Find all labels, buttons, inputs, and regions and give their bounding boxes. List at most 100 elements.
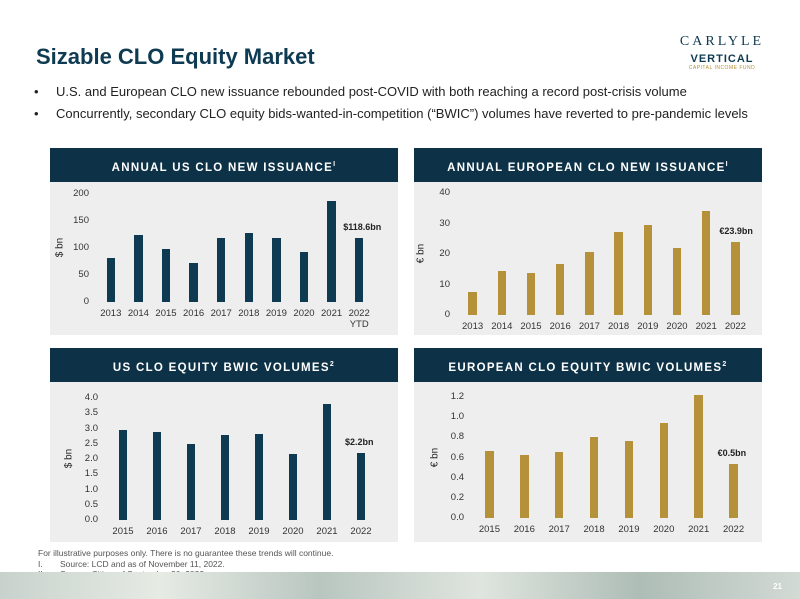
bar (220, 434, 230, 520)
x-tick-label: 2020 (666, 321, 688, 332)
logo: CARLYLE VERTICAL CAPITAL INCOME FUND (672, 34, 772, 71)
y-tick-label: 30 (439, 217, 450, 229)
y-axis-label: $ bn (54, 237, 66, 258)
footnote-ref: 2 (722, 361, 728, 368)
bar (327, 201, 336, 302)
y-tick-label: 1.0 (450, 411, 464, 423)
y-tick-label: 150 (73, 215, 89, 226)
y-tick-label: 10 (439, 278, 450, 290)
x-tick-label: 2016 (146, 526, 168, 537)
x-tick-label: 2017 (180, 526, 202, 537)
x-tick-label: 2021 (321, 308, 343, 319)
x-tick-label: 2019 (637, 321, 659, 332)
y-tick-label: 0.2 (450, 491, 464, 503)
y-tick-label: 1.0 (84, 483, 98, 495)
bar (520, 455, 529, 518)
decorative-strip (0, 572, 800, 599)
value-label: $2.2bn (345, 436, 374, 447)
bar (322, 404, 332, 520)
y-tick-label: 4.0 (84, 392, 98, 403)
bar (288, 454, 298, 520)
x-tick-label: 2022 YTD (348, 308, 370, 330)
bar (299, 251, 309, 302)
bar (254, 433, 264, 520)
x-tick-label: 2022 (350, 526, 372, 537)
y-tick-label: 0.8 (450, 431, 464, 443)
y-tick-label: 100 (73, 242, 89, 253)
footnote-ref: I (333, 161, 337, 168)
logo-name: CARLYLE (679, 34, 765, 49)
x-tick-label: 2015 (520, 321, 542, 332)
chart-title: EUROPEAN CLO EQUITY BWIC VOLUMES (448, 361, 723, 374)
bar (731, 242, 740, 315)
bar (152, 431, 162, 520)
y-tick-label: 0.4 (450, 471, 464, 483)
bar (659, 423, 669, 518)
y-tick-label: 0.0 (450, 512, 464, 523)
x-tick-label: 2020 (653, 524, 675, 535)
x-tick-label: 2018 (214, 526, 236, 537)
y-tick-label: 0 (83, 296, 89, 307)
footnote-ref: I (725, 161, 729, 168)
logo-tagline: CAPITAL INCOME FUND (688, 65, 756, 71)
y-tick-label: 2.5 (84, 437, 98, 449)
x-tick-label: 2017 (210, 308, 232, 319)
x-tick-label: 2019 (248, 526, 270, 537)
bullets: U.S. and European CLO new issuance rebou… (28, 84, 748, 128)
y-axis-label: € bn (415, 243, 427, 264)
bar (614, 232, 623, 315)
bar (272, 238, 281, 302)
y-tick-label: 2.0 (84, 453, 98, 464)
value-label: €0.5bn (717, 447, 747, 458)
x-tick-label: 2021 (695, 321, 717, 332)
y-axis-label: $ bn (63, 448, 75, 469)
x-tick-label: 2017 (548, 524, 570, 535)
footnote-marker: I. (38, 558, 43, 569)
bar (526, 272, 536, 315)
chart-title: ANNUAL EUROPEAN CLO NEW ISSUANCE (447, 161, 726, 174)
y-tick-label: 1.5 (84, 468, 98, 480)
y-tick-label: 3.0 (84, 422, 98, 434)
bar (554, 452, 564, 518)
bar (497, 270, 507, 315)
bullet: U.S. and European CLO new issuance rebou… (28, 84, 748, 100)
value-label: €23.9bn (719, 226, 753, 237)
y-tick-label: 20 (439, 248, 450, 259)
bullet: Concurrently, secondary CLO equity bids-… (28, 106, 748, 122)
bar (134, 235, 143, 302)
bar (643, 225, 653, 315)
x-tick-label: 2022 (722, 524, 745, 535)
bar (672, 247, 682, 315)
x-tick-label: 2014 (127, 308, 149, 319)
footnote-ref: 2 (329, 361, 336, 368)
x-tick-label: 2015 (155, 308, 177, 319)
x-tick-label: 2013 (100, 308, 122, 319)
y-tick-label: 40 (439, 187, 450, 198)
chart-header: ANNUAL EUROPEAN CLO NEW ISSUANCEI (414, 148, 762, 182)
chart-title: ANNUAL US CLO NEW ISSUANCE (111, 161, 334, 174)
x-tick-label: 2018 (583, 524, 605, 535)
x-tick-label: 2022 (724, 321, 746, 332)
bar (701, 211, 711, 315)
bar (216, 238, 226, 302)
bar (624, 441, 634, 518)
y-tick-label: 0 (444, 309, 450, 320)
bar (244, 232, 254, 302)
x-tick-label: 2019 (265, 308, 287, 319)
y-tick-label: 3.5 (84, 407, 98, 419)
footnote: I. Source: LCD and as of November 11, 202… (38, 559, 333, 570)
x-tick-label: 2016 (549, 321, 571, 332)
y-tick-label: 50 (78, 269, 89, 280)
page-number: 21 (773, 582, 782, 591)
x-tick-label: 2018 (608, 321, 630, 332)
bar (589, 437, 599, 518)
x-tick-label: 2016 (513, 524, 535, 535)
x-tick-label: 2016 (183, 308, 205, 319)
bar (356, 452, 366, 520)
bar (186, 443, 196, 520)
bar (555, 263, 565, 315)
x-tick-label: 2014 (491, 321, 513, 332)
x-tick-label: 2015 (112, 526, 134, 537)
chart-header: ANNUAL US CLO NEW ISSUANCEI (50, 148, 398, 182)
